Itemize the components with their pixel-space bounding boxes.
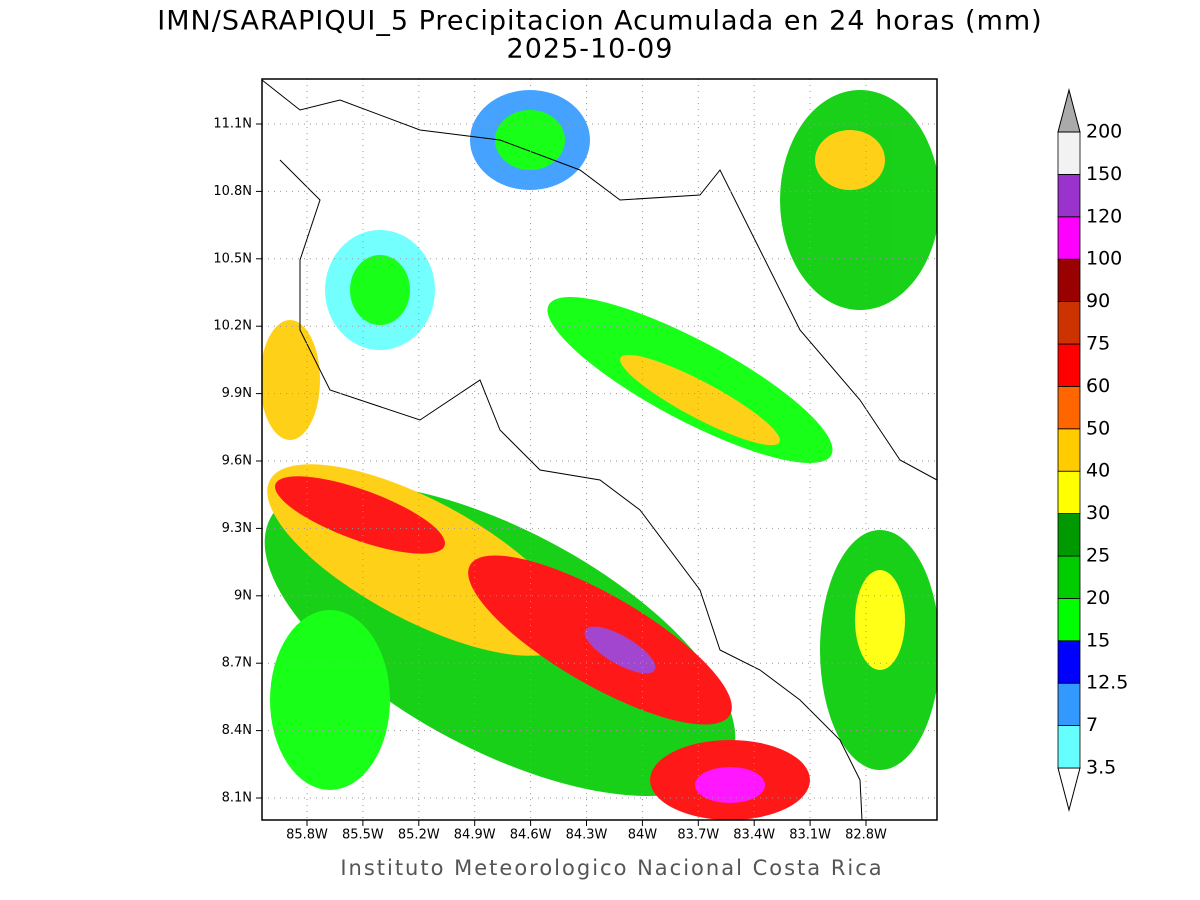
colorbar-label: 60 bbox=[1086, 375, 1110, 397]
lat-label: 9.3N bbox=[222, 521, 252, 536]
lon-label: 83.4W bbox=[733, 828, 775, 843]
colorbar: 3.5 7 12.5 15 20 25 30 40 50 60 75 90 100 120 150 200 bbox=[1057, 88, 1128, 812]
colorbar-label: 50 bbox=[1086, 417, 1110, 439]
lon-label: 85.5W bbox=[342, 828, 384, 843]
colorbar-bin bbox=[1057, 682, 1081, 727]
map-frame bbox=[261, 78, 938, 821]
colorbar-bin bbox=[1057, 428, 1081, 472]
colorbar-bin bbox=[1057, 598, 1081, 642]
lon-label: 84.9W bbox=[454, 828, 496, 843]
colorbar-label: 3.5 bbox=[1086, 757, 1116, 779]
lat-label: 8.7N bbox=[222, 656, 252, 671]
grid: 85.8W 85.5W 85.2W 84.9W 84.6W 84.3W 84W 83.7W 83… bbox=[213, 79, 937, 843]
colorbar-bin bbox=[1057, 725, 1081, 769]
lat-label: 10.5N bbox=[213, 251, 252, 266]
lon-label: 84.6W bbox=[510, 828, 552, 843]
colorbar-bin bbox=[1057, 513, 1081, 557]
footer: Instituto Meteorologico Nacional Costa R… bbox=[340, 856, 883, 880]
colorbar-bin bbox=[1057, 470, 1081, 515]
colorbar-label: 40 bbox=[1086, 460, 1110, 482]
lat-label: 9N bbox=[234, 588, 252, 603]
lat-label: 8.4N bbox=[222, 723, 252, 738]
colorbar-label: 30 bbox=[1086, 502, 1110, 524]
lat-label: 10.2N bbox=[213, 319, 252, 334]
lat-label: 9.6N bbox=[222, 454, 252, 469]
colorbar-label: 200 bbox=[1086, 121, 1122, 143]
date: 2025-10-09 bbox=[507, 34, 674, 65]
colorbar-bin bbox=[1057, 343, 1081, 387]
colorbar-label: 25 bbox=[1086, 545, 1110, 567]
lon-label: 83.7W bbox=[677, 828, 719, 843]
colorbar-bin bbox=[1057, 555, 1081, 599]
precip-field bbox=[262, 79, 937, 820]
lon-label: 85.2W bbox=[398, 828, 440, 843]
colorbar-bin bbox=[1057, 385, 1081, 430]
colorbar-label: 12.5 bbox=[1086, 672, 1128, 694]
colorbar-label: 90 bbox=[1086, 290, 1110, 312]
colorbar-label: 20 bbox=[1086, 587, 1110, 609]
colorbar-high bbox=[1057, 88, 1081, 133]
title: IMN/SARAPIQUI_5 Precipitacion Acumulada … bbox=[157, 6, 1042, 37]
lat-label: 10.8N bbox=[213, 184, 252, 199]
lon-label: 84.3W bbox=[566, 828, 608, 843]
lon-label: 84W bbox=[628, 828, 658, 843]
colorbar-bin bbox=[1057, 640, 1081, 684]
colorbar-bin bbox=[1057, 131, 1081, 175]
lat-label: 11.1N bbox=[213, 117, 252, 132]
colorbar-low bbox=[1057, 767, 1081, 812]
colorbar-bin bbox=[1057, 173, 1081, 218]
colorbar-label: 15 bbox=[1086, 629, 1110, 651]
lon-label: 85.8W bbox=[286, 828, 328, 843]
colorbar-label: 150 bbox=[1086, 163, 1122, 185]
lat-label: 9.9N bbox=[222, 386, 252, 401]
colorbar-label: 100 bbox=[1086, 248, 1122, 270]
lon-label: 83.1W bbox=[789, 828, 831, 843]
lat-label: 8.1N bbox=[222, 791, 252, 806]
colorbar-label: 75 bbox=[1086, 333, 1110, 355]
colorbar-bin bbox=[1057, 258, 1081, 303]
colorbar-label: 7 bbox=[1086, 714, 1098, 736]
colorbar-bin bbox=[1057, 301, 1081, 345]
colorbar-label: 120 bbox=[1086, 205, 1122, 227]
lon-label: 82.8W bbox=[845, 828, 887, 843]
colorbar-bin bbox=[1057, 216, 1081, 260]
